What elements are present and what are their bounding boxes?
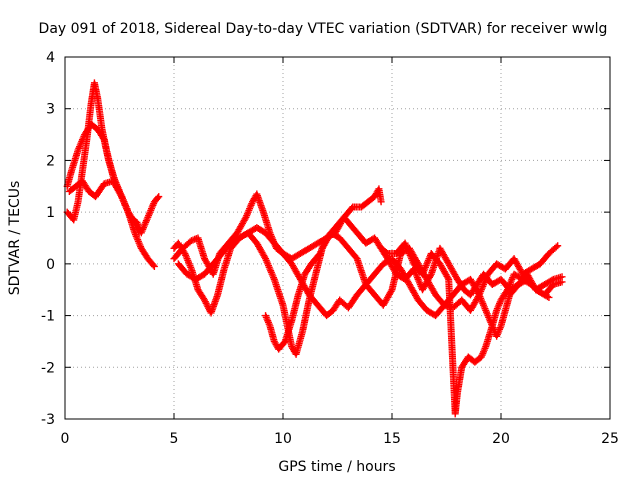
data-point-marker (135, 229, 143, 237)
data-point-marker (426, 272, 434, 280)
data-point-marker (377, 198, 385, 206)
x-tick-label: 0 (61, 431, 70, 447)
data-point-marker (444, 274, 452, 282)
x-tick-label: 15 (383, 431, 401, 447)
x-tick-label: 5 (170, 431, 179, 447)
y-axis-label: SDTVAR / TECUs (7, 181, 23, 296)
data-series (63, 79, 566, 418)
series-track-c (65, 177, 143, 237)
data-point-marker (554, 242, 562, 250)
y-tick-label: -3 (41, 412, 55, 428)
series-track-h (377, 239, 553, 418)
x-tick-label: 25 (601, 431, 619, 447)
data-point-marker (545, 293, 553, 301)
data-point-marker (241, 215, 249, 223)
data-point-marker (99, 134, 107, 142)
data-point-marker (261, 253, 269, 261)
series-track-b (63, 120, 158, 270)
y-tick-label: 1 (46, 205, 55, 221)
data-point-marker (474, 289, 482, 297)
data-point-marker (544, 293, 552, 301)
data-point-marker (382, 248, 390, 256)
x-tick-label: 10 (274, 431, 292, 447)
data-point-marker (387, 287, 395, 295)
x-axis-label: GPS time / hours (278, 459, 395, 475)
y-tick-label: 0 (46, 257, 55, 273)
y-tick-label: 4 (46, 50, 55, 66)
y-tick-label: 3 (46, 102, 55, 118)
grid-lines (65, 57, 610, 419)
data-point-marker (117, 191, 125, 199)
data-point-marker (154, 194, 162, 202)
data-point-marker (552, 243, 560, 251)
x-tick-label: 20 (492, 431, 510, 447)
y-tick-label: -1 (41, 309, 55, 325)
chart-title: Day 091 of 2018, Sidereal Day-to-day VTE… (39, 21, 608, 37)
plot-frame (64, 56, 611, 420)
y-tick-label: 2 (46, 153, 55, 169)
data-point-marker (155, 193, 163, 201)
data-point-marker (149, 261, 157, 269)
data-point-marker (558, 273, 566, 281)
data-point-marker (150, 262, 158, 270)
series-track-g (262, 185, 385, 353)
data-point-marker (548, 276, 556, 284)
series-track-a (63, 79, 163, 237)
y-tick-label: -2 (41, 360, 55, 376)
